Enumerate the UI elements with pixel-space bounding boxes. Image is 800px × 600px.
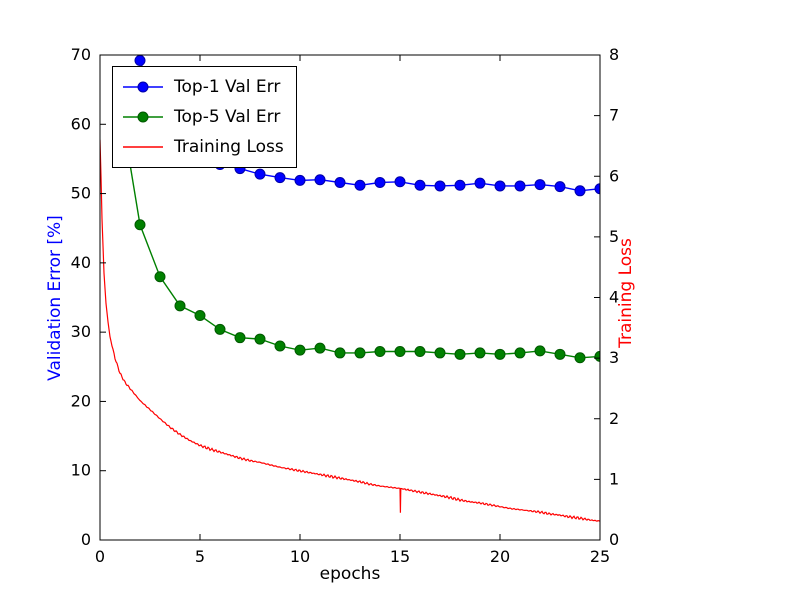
series-marker (374, 346, 386, 358)
series-marker (514, 347, 526, 359)
y-right-tick-label: 0 (609, 530, 619, 549)
y-axis-label-right: Training Loss (616, 238, 636, 348)
series-marker (394, 346, 406, 358)
y-right-tick-label: 7 (609, 106, 619, 125)
series-marker (134, 55, 146, 67)
series-marker (414, 179, 426, 191)
series-marker (494, 180, 506, 192)
y-left-tick-label: 20 (71, 391, 91, 410)
y-right-tick-label: 5 (609, 227, 619, 246)
series-marker (434, 180, 446, 192)
series-marker (254, 333, 266, 345)
series-marker (214, 323, 226, 335)
x-tick-label: 20 (490, 547, 510, 566)
legend-entry-top1: Top-1 Val Err (121, 72, 284, 102)
y-left-tick-label: 40 (71, 253, 91, 272)
legend-swatch-line-marker-icon (123, 81, 163, 93)
series-marker (474, 347, 486, 359)
y-left-tick-label: 30 (71, 322, 91, 341)
series-marker (294, 344, 306, 356)
series-marker (574, 352, 586, 364)
series-marker (274, 340, 286, 352)
series-marker (394, 176, 406, 188)
series-marker (594, 183, 600, 195)
x-tick-label: 15 (390, 547, 410, 566)
series-marker (454, 348, 466, 360)
y-right-tick-label: 2 (609, 409, 619, 428)
legend: Top-1 Val Err Top-5 Val Err Training Los… (112, 66, 297, 168)
legend-swatch-line-icon (123, 146, 163, 148)
series-marker (294, 174, 306, 186)
y-right-tick-label: 8 (609, 45, 619, 64)
y-left-tick-label: 50 (71, 184, 91, 203)
series-marker (534, 345, 546, 357)
y-left-tick-label: 70 (71, 45, 91, 64)
x-tick-label: 25 (590, 547, 610, 566)
series-marker (334, 347, 346, 359)
y-right-tick-label: 1 (609, 469, 619, 488)
series-marker (274, 172, 286, 184)
series-marker (334, 176, 346, 188)
series-marker (554, 348, 566, 360)
legend-entry-top5: Top-5 Val Err (121, 102, 284, 132)
legend-label: Training Loss (174, 137, 284, 157)
series-marker (354, 347, 366, 359)
x-tick-label: 5 (195, 547, 205, 566)
series-marker (234, 332, 246, 344)
series-marker (314, 342, 326, 354)
series-marker (594, 350, 600, 362)
series-marker (514, 180, 526, 192)
series-marker (454, 179, 466, 191)
y-left-tick-label: 10 (71, 461, 91, 480)
series-marker (314, 174, 326, 186)
series-marker (254, 168, 266, 180)
y-left-tick-label: 60 (71, 114, 91, 133)
legend-label: Top-1 Val Err (174, 77, 281, 97)
legend-swatch-line-marker-icon (123, 111, 163, 123)
series-marker (374, 176, 386, 188)
series-marker (534, 179, 546, 191)
series-marker (494, 348, 506, 360)
series-marker (194, 310, 206, 322)
y-right-tick-label: 3 (609, 348, 619, 367)
series-line-training-loss (100, 139, 600, 522)
series-marker (434, 347, 446, 359)
x-tick-label: 0 (95, 547, 105, 566)
series-marker (174, 300, 186, 312)
series-marker (474, 177, 486, 189)
y-right-tick-label: 6 (609, 166, 619, 185)
y-left-tick-label: 0 (81, 530, 91, 549)
y-right-tick-label: 4 (609, 288, 619, 307)
x-axis-label: epochs (319, 564, 381, 584)
series-marker (414, 346, 426, 358)
series-marker (154, 271, 166, 283)
x-tick-label: 10 (290, 547, 310, 566)
series-marker (554, 181, 566, 193)
y-axis-label-left: Validation Error [%] (45, 215, 65, 381)
legend-label: Top-5 Val Err (174, 107, 281, 127)
legend-entry-loss: Training Loss (121, 132, 284, 162)
series-marker (354, 179, 366, 191)
series-marker (134, 219, 146, 231)
series-marker (574, 185, 586, 197)
